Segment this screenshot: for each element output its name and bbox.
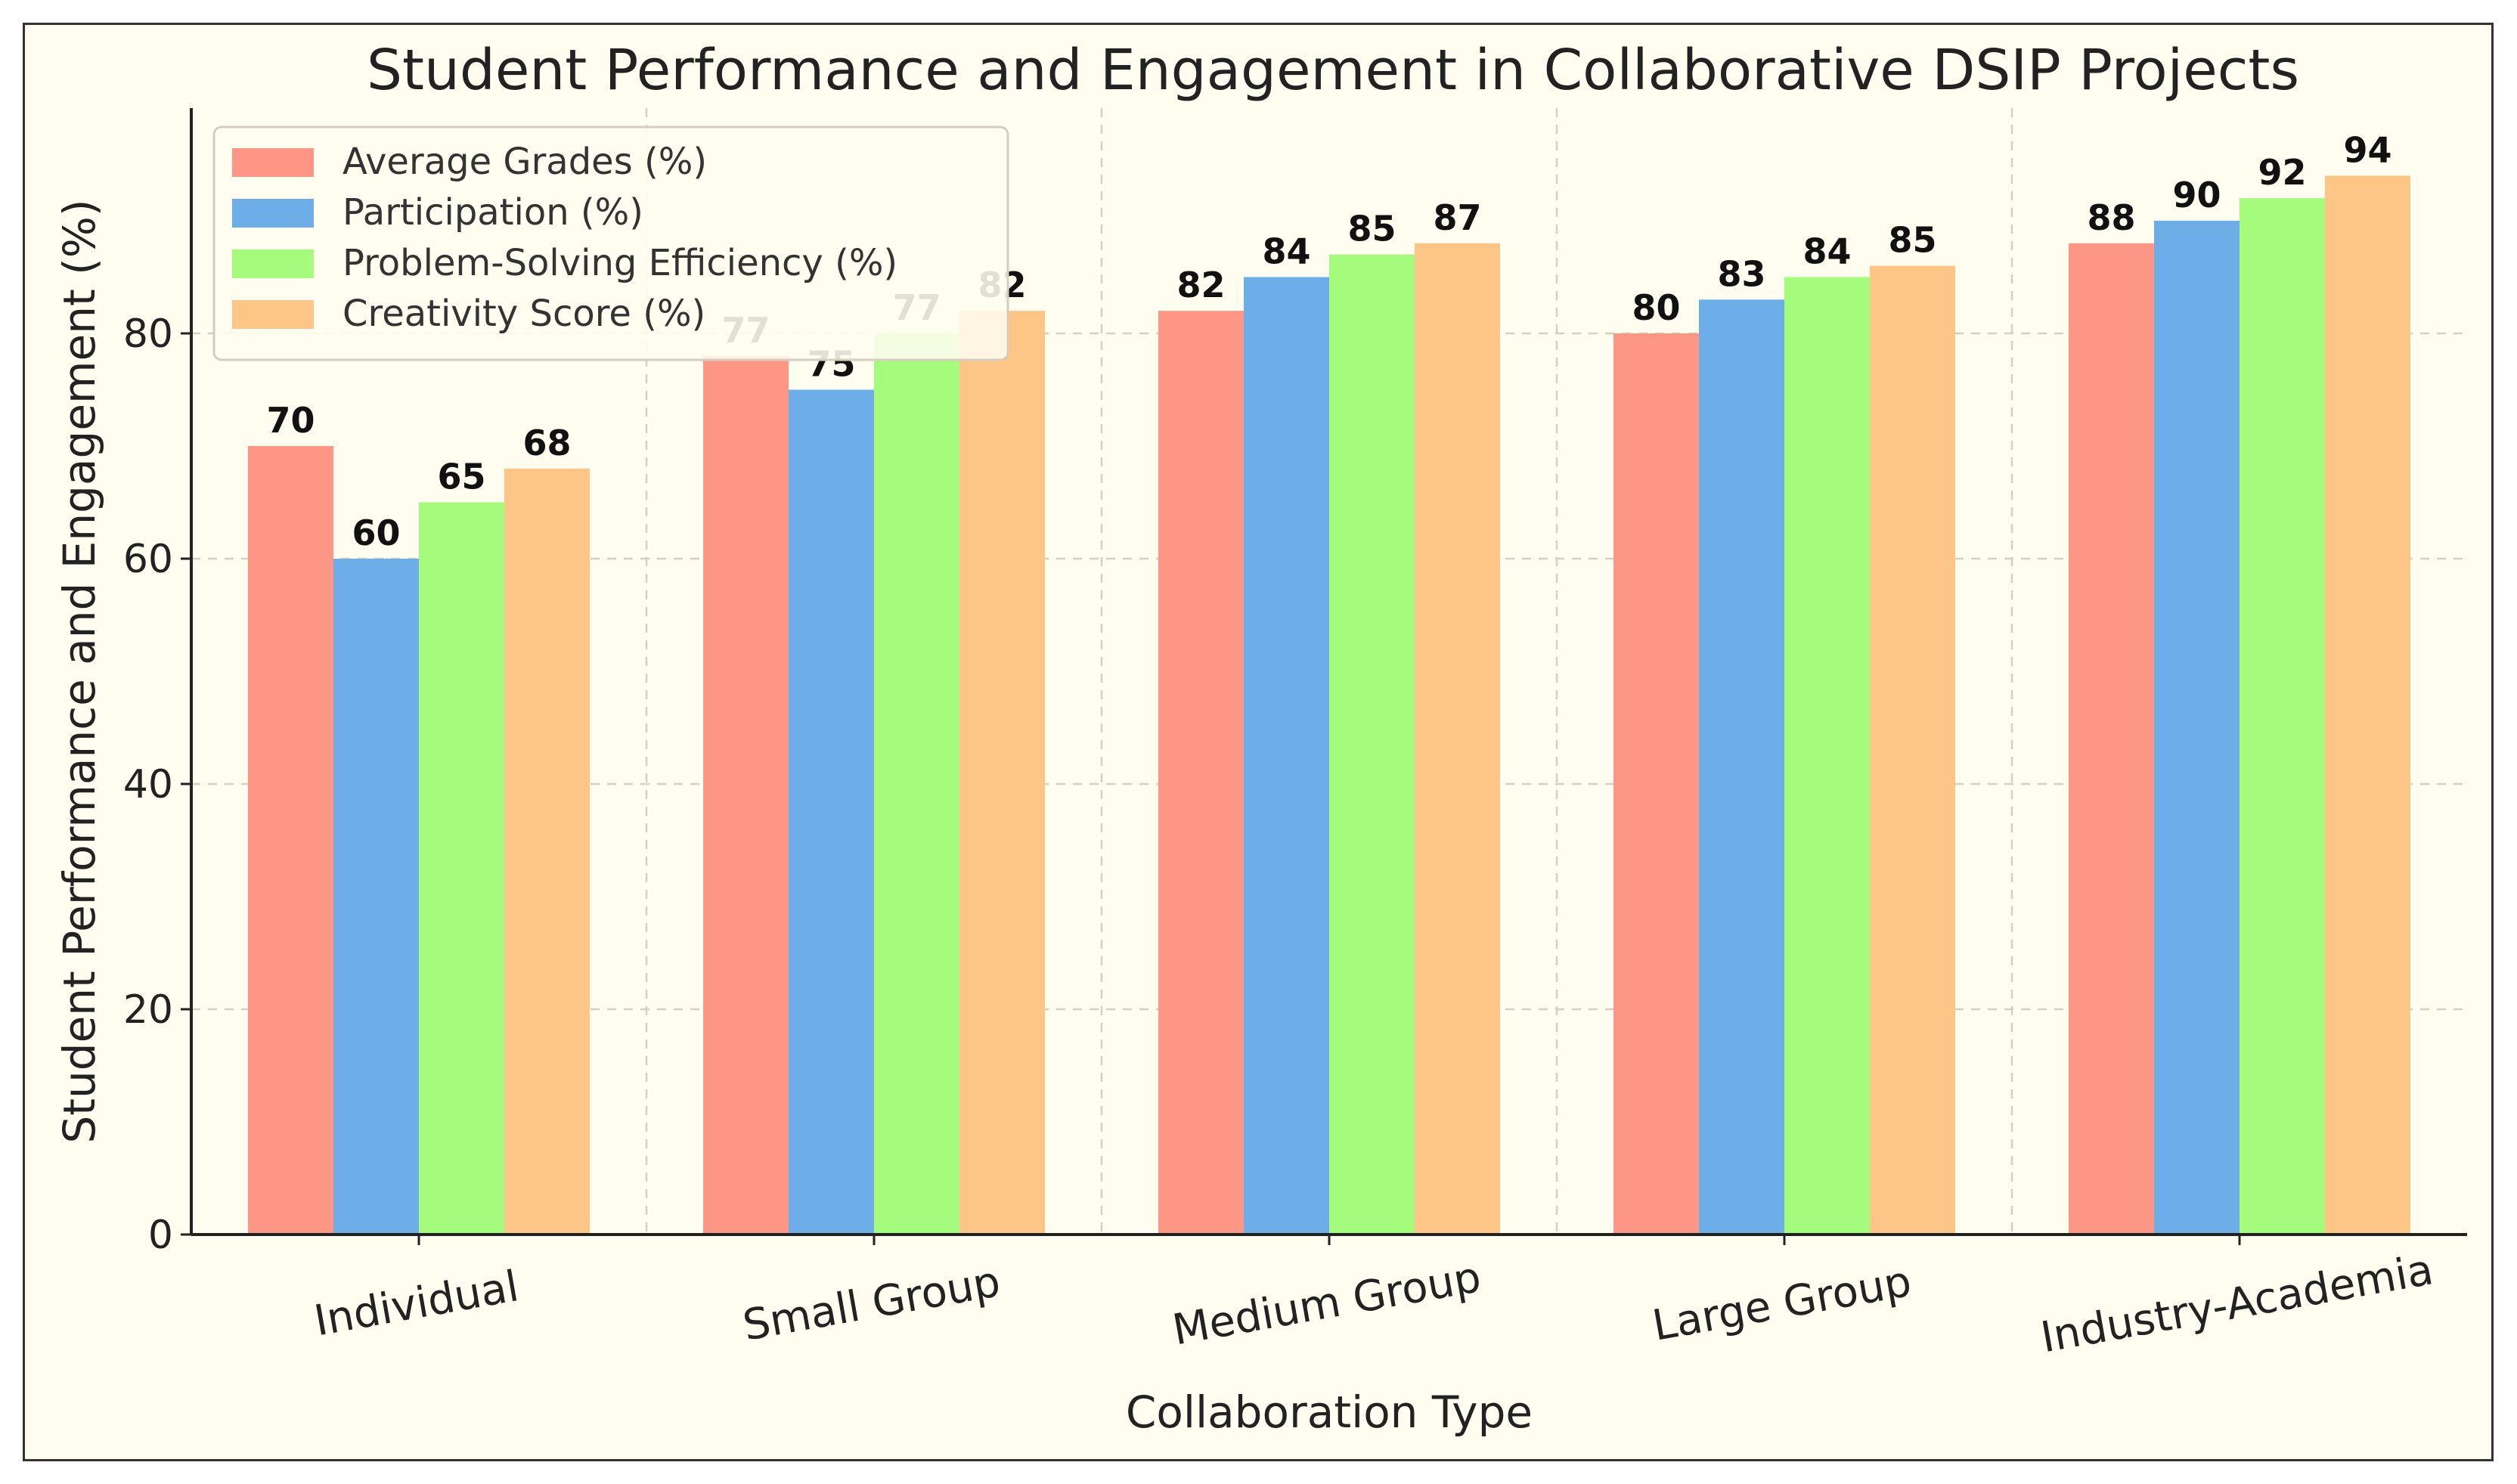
chart-frame: 7060656877757782828485878083848588909294… [23,23,2494,1461]
y-tick-label: 20 [123,987,173,1033]
legend-label: Participation (%) [343,191,643,234]
data-label: 65 [437,457,485,497]
data-label: 85 [1888,220,1936,261]
data-label: 68 [522,423,571,463]
legend-box [212,125,1009,361]
data-label: 80 [1632,287,1680,328]
bar [504,468,590,1235]
data-label: 88 [2087,197,2135,238]
x-axis-title: Collaboration Type [1126,1386,1533,1438]
legend-swatch [232,249,314,278]
legend: Average Grades (%) Participation (%) Probl… [212,125,1009,361]
bar [1613,333,1699,1235]
legend-label: Problem-Solving Efficiency (%) [343,242,897,284]
x-tick-label: Individual [311,1262,522,1346]
y-tick-label: 0 [148,1213,173,1258]
bar [1329,254,1415,1235]
data-label: 82 [1176,265,1225,305]
data-label: 94 [2343,129,2391,170]
chart-title: Student Performance and Engagement in Co… [367,38,2299,103]
x-tick-label: Medium Group [1169,1253,1484,1355]
bar [1699,299,1784,1235]
data-label: 83 [1717,253,1765,294]
bar [703,355,789,1235]
x-tick-label: Small Group [739,1257,1004,1351]
bar-chart: 7060656877757782828485878083848588909294… [54,38,2467,1438]
bar [248,446,333,1235]
bar [2325,175,2410,1235]
legend-swatch [232,148,314,177]
x-tick-label: Industry-Academia [2038,1245,2438,1362]
legend-label: Creativity Score (%) [343,293,705,335]
bar [1784,277,1870,1235]
data-label: 84 [1262,231,1310,272]
legend-swatch [232,300,314,329]
legend-swatch [232,199,314,228]
bar [419,502,504,1235]
data-label: 87 [1433,197,1481,238]
bar [1415,243,1500,1235]
bar [1244,277,1329,1235]
bar [1870,265,1955,1235]
bar [874,333,959,1235]
data-label: 85 [1347,209,1396,249]
legend-label: Average Grades (%) [343,141,707,183]
data-label: 60 [352,513,400,553]
bar [959,311,1045,1235]
y-tick-label: 80 [123,311,173,357]
x-tick-label: Large Group [1649,1257,1915,1351]
bar [2069,243,2154,1235]
data-label: 70 [266,400,315,441]
bar [333,559,419,1235]
data-label: 84 [1803,231,1851,272]
data-label: 92 [2258,152,2306,193]
y-axis-title: Student Performance and Engagement (%) [54,199,105,1143]
bar [789,389,874,1235]
y-tick-label: 40 [123,762,173,807]
bar [2240,198,2325,1235]
bar [1158,311,1244,1235]
y-tick-label: 60 [123,537,173,582]
bars [248,175,2410,1235]
data-label: 90 [2172,175,2221,215]
bar [2154,221,2240,1235]
